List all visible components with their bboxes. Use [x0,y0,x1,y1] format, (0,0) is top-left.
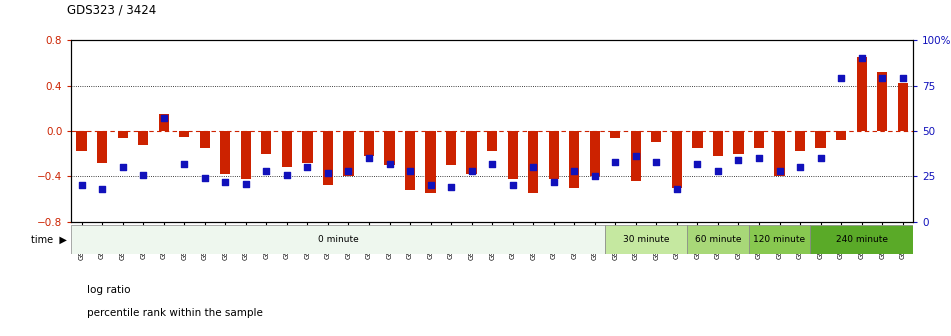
Point [567,168,582,174]
Bar [815,131,825,148]
Point [218,179,233,184]
Bar [857,57,866,131]
Bar [302,131,313,163]
Bar [569,131,579,188]
Bar [343,131,354,176]
Bar [405,131,416,190]
Bar [118,131,127,138]
Bar [754,131,765,148]
Point [177,161,192,166]
Bar [364,131,374,156]
Point [300,165,315,170]
Bar [810,225,913,254]
Point [402,168,417,174]
Point [772,168,787,174]
Bar [179,131,189,137]
Point [731,157,747,163]
Text: GDS323 / 3424: GDS323 / 3424 [67,4,156,17]
Point [361,156,377,161]
Text: 0 minute: 0 minute [318,235,359,244]
Bar [487,131,497,152]
Bar [605,225,688,254]
Bar [508,131,517,179]
Point [649,159,664,165]
Bar [671,131,682,188]
Point [382,161,398,166]
Point [895,76,910,81]
Point [875,76,890,81]
Bar [774,131,785,176]
Point [689,161,705,166]
Bar [97,131,107,163]
Bar [138,131,148,144]
Point [94,186,109,192]
Point [546,179,561,184]
Text: 60 minute: 60 minute [694,235,741,244]
Point [238,181,253,186]
Point [136,172,151,177]
Bar [384,131,395,165]
Point [464,168,479,174]
Bar [836,131,846,140]
Point [670,186,685,192]
Text: 30 minute: 30 minute [623,235,670,244]
Point [505,183,520,188]
Bar [262,131,271,154]
Point [629,154,644,159]
Bar [322,131,333,185]
Bar [71,225,605,254]
Bar [611,131,620,138]
Point [833,76,848,81]
Bar [733,131,744,154]
Bar [631,131,641,181]
Bar [898,83,908,131]
Text: time  ▶: time ▶ [30,235,67,244]
Point [608,159,623,165]
Bar [877,72,887,131]
Bar [688,225,748,254]
Point [197,175,212,181]
Bar [425,131,436,194]
Point [484,161,499,166]
Point [443,184,458,190]
Point [156,116,171,121]
Point [813,156,828,161]
Point [259,168,274,174]
Point [710,168,726,174]
Text: percentile rank within the sample: percentile rank within the sample [87,308,262,318]
Point [587,174,602,179]
Bar [241,131,251,179]
Text: 240 minute: 240 minute [836,235,887,244]
Point [751,156,767,161]
Point [320,170,336,175]
Text: log ratio: log ratio [87,285,130,295]
Point [74,183,89,188]
Point [792,165,807,170]
Bar [748,225,810,254]
Point [340,168,356,174]
Bar [200,131,210,148]
Bar [467,131,476,174]
Point [423,183,438,188]
Bar [159,114,169,131]
Bar [281,131,292,167]
Bar [795,131,805,152]
Point [526,165,541,170]
Text: 120 minute: 120 minute [753,235,805,244]
Point [280,172,295,177]
Bar [220,131,230,174]
Point [854,56,869,61]
Bar [446,131,456,165]
Bar [651,131,662,142]
Bar [528,131,538,194]
Point [115,165,130,170]
Bar [590,131,600,176]
Bar [692,131,703,148]
Bar [549,131,559,179]
Bar [76,131,87,152]
Bar [713,131,723,156]
